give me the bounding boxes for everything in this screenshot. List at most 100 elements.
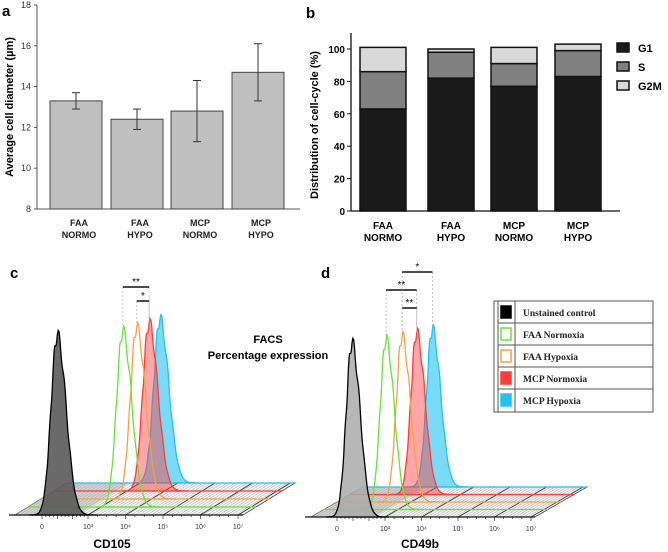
category-label: MCP (567, 221, 590, 232)
bar-segment-s (359, 70, 407, 110)
category-label: MCP (251, 218, 271, 228)
y-tick-label: 20 (334, 175, 346, 186)
y-tick-label: 12 (21, 122, 31, 132)
significance-label: ** (398, 280, 406, 291)
chart-b: 0 20 40 60 80 100 Distribution of cell-cycle (… (309, 33, 662, 244)
significance-label: * (415, 262, 419, 273)
bar-segment-g1 (427, 77, 475, 212)
histogram-unstained-control (29, 328, 97, 516)
y-tick-label: 100 (328, 45, 345, 56)
y-tick-label: 60 (334, 110, 346, 121)
significance-label: ** (132, 277, 140, 288)
x-tick-label: 10⁶ (195, 524, 206, 531)
histogram-mcp-normoxia (390, 326, 454, 496)
category-label: HYPO (127, 230, 153, 240)
significance-label: ** (406, 298, 414, 309)
legend-label: S (638, 62, 645, 74)
bar-segment-s (427, 51, 475, 79)
y-tick-label: 16 (21, 41, 31, 51)
x-tick-label: 10³ (83, 524, 94, 531)
category-label: FAA (131, 218, 150, 228)
histogram-faa-normoxia (94, 324, 163, 508)
y-tick-label: 40 (334, 142, 346, 153)
legend-label: G1 (638, 43, 653, 55)
x-tick-label: 10³ (380, 526, 391, 533)
category-label: HYPO (437, 233, 466, 244)
legend-swatch (616, 42, 630, 53)
significance-label: * (141, 291, 145, 302)
x-tick-label: 10⁴ (120, 524, 131, 531)
histogram-faa-hypoxia (108, 320, 177, 500)
histogram-faa-hypoxia (376, 330, 439, 503)
bar (49, 100, 103, 210)
x-tick-label: 10⁷ (233, 524, 244, 531)
bar-segment-g2m (490, 46, 538, 65)
legend-swatch (500, 327, 512, 341)
bar-segment-g1 (359, 108, 407, 212)
panel-label-b: b (306, 5, 315, 22)
x-axis-label: CD105 (93, 537, 131, 551)
legend-swatch (500, 393, 512, 407)
bar-segment-s (554, 49, 602, 78)
y-tick-label: 0 (339, 207, 345, 218)
category-label: HYPO (564, 233, 593, 244)
legend-swatch (500, 305, 512, 319)
category-label: FAA (70, 218, 89, 228)
category-label: FAA (373, 221, 393, 232)
legend-label: Unstained control (523, 309, 596, 319)
x-tick-label: 10⁵ (158, 524, 169, 531)
legend-label: FAA Hypoxia (523, 353, 578, 363)
bar (110, 118, 164, 210)
panel-label-a: a (2, 3, 11, 20)
y-tick-label: 18 (21, 0, 31, 10)
chart-a: 8 10 12 14 16 18 Average cell diameter (µm) FAA… (4, 0, 300, 240)
panel-label-c: c (10, 265, 18, 282)
histogram-mcp-normoxia (121, 316, 189, 492)
legend-label: G2M (638, 81, 662, 93)
x-tick-label: 10⁶ (489, 526, 500, 533)
category-label: NORMO (62, 230, 97, 240)
bar-segment-s (490, 62, 538, 88)
facs-title: FACS (253, 334, 282, 346)
histogram-mcp-hypoxia (131, 313, 200, 484)
panel-label-d: d (321, 265, 330, 282)
y-tick-label: 10 (21, 163, 31, 173)
legend-label: MCP Hypoxia (523, 397, 581, 407)
category-label: MCP (190, 218, 210, 228)
legend-swatch (616, 80, 630, 91)
y-tick-label: 14 (21, 82, 31, 92)
bar-segment-g2m (427, 48, 475, 53)
bar-segment-g1 (554, 75, 602, 212)
chart-c: 0 10³ 10⁴ 10⁵ 10⁶ 10⁷ CD105 *** (9, 277, 297, 551)
legend-swatch (616, 61, 630, 72)
bar-segment-g2m (359, 46, 407, 73)
y-axis-label: Distribution of cell-cycle (%) (309, 51, 321, 199)
legend-box (493, 300, 654, 413)
facs-subtitle: Percentage expression (208, 350, 329, 362)
y-tick-label: 80 (334, 77, 346, 88)
x-tick-label: 10⁵ (453, 526, 464, 533)
legend-label: MCP Normoxia (523, 375, 587, 385)
histogram-unstained-control (326, 336, 389, 518)
x-tick-label: 0 (335, 526, 339, 533)
category-label: NORMO (495, 233, 534, 244)
x-tick-label: 0 (40, 524, 44, 531)
bar-segment-g1 (490, 85, 538, 212)
category-label: NORMO (364, 233, 403, 244)
legend-swatch (500, 371, 512, 385)
y-tick-label: 8 (26, 204, 31, 214)
legend-swatch (500, 349, 512, 363)
x-axis-label: CD49b (401, 537, 439, 551)
category-label: FAA (441, 221, 461, 232)
y-axis-label: Average cell diameter (µm) (4, 37, 16, 177)
bar-segment-g2m (554, 43, 602, 52)
category-label: HYPO (248, 230, 274, 240)
facs-legend: Unstained control FAA Normoxia FAA Hypoxia… (493, 300, 654, 413)
category-label: MCP (503, 221, 526, 232)
x-tick-label: 10⁷ (526, 526, 537, 533)
category-label: NORMO (183, 230, 218, 240)
x-tick-label: 10⁴ (416, 526, 427, 533)
legend-label: FAA Normoxia (523, 331, 585, 341)
